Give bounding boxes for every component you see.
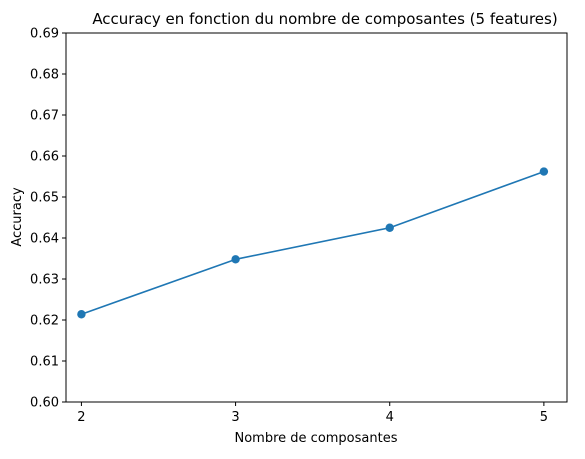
y-tick-label: 0.64: [30, 232, 59, 247]
y-tick-label: 0.60: [30, 396, 59, 411]
data-point: [385, 223, 394, 232]
data-point: [77, 310, 86, 319]
x-axis-label: Nombre de composantes: [235, 431, 398, 446]
x-axis: 2 3 4 5: [77, 402, 548, 425]
x-tick-label: 5: [540, 410, 548, 425]
y-tick-label: 0.65: [30, 191, 59, 206]
y-tick-label: 0.62: [30, 314, 59, 329]
y-tick-label: 0.67: [30, 109, 59, 124]
y-tick-label: 0.66: [30, 150, 59, 165]
x-tick-label: 4: [386, 410, 394, 425]
y-tick-label: 0.61: [30, 355, 59, 370]
series-layer: [77, 167, 549, 319]
plot-frame: [65, 32, 568, 403]
data-point: [231, 255, 240, 264]
y-tick-label: 0.63: [30, 273, 59, 288]
x-tick-label: 2: [77, 410, 85, 425]
x-tick-label: 3: [231, 410, 239, 425]
y-tick-label: 0.69: [30, 27, 59, 42]
y-axis: 0.60 0.61 0.62 0.63 0.64 0.65 0.66 0.67 0.68 0.69: [30, 27, 66, 411]
series-line: [81, 170, 545, 316]
y-axis-label: Accuracy: [10, 187, 25, 247]
y-tick-label: 0.68: [30, 68, 59, 83]
data-point: [539, 167, 549, 176]
chart-title: Accuracy en fonction du nombre de compos…: [92, 10, 557, 28]
